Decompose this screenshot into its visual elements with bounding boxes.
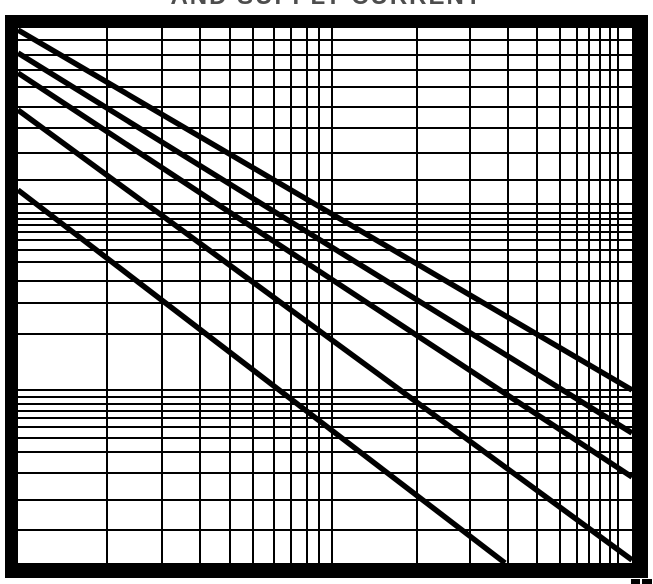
chart-title-cropped: AND SUPPLY CURRENT <box>0 0 653 9</box>
curve-5 <box>16 187 507 566</box>
cut-text-fragment <box>631 579 640 584</box>
cropped-label-fragments <box>631 579 652 584</box>
curves-layer <box>16 27 634 566</box>
frame-top <box>5 15 648 28</box>
grid-layer <box>18 28 632 563</box>
frame-bottom <box>5 563 648 578</box>
curve-1 <box>16 27 634 393</box>
curve-2 <box>16 50 634 436</box>
curve-3 <box>16 70 634 480</box>
chart-title-text: AND SUPPLY CURRENT <box>0 0 653 9</box>
frame-right <box>632 15 648 578</box>
frame-layer <box>5 15 648 578</box>
curve-4 <box>16 107 634 563</box>
frame-left <box>5 15 18 578</box>
cut-text-fragment <box>642 579 652 584</box>
